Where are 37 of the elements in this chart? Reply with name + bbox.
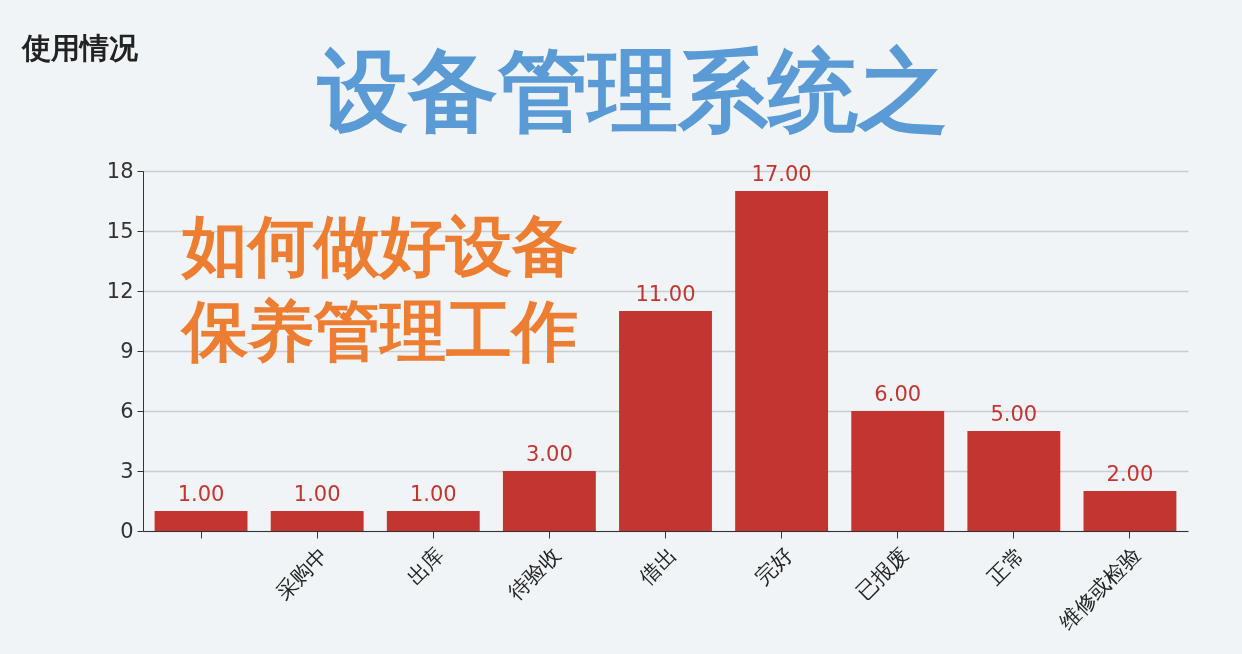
data-label: 17.00 <box>751 162 812 186</box>
bar <box>735 191 829 531</box>
x-tick-label: 采购中 <box>271 543 333 605</box>
y-tick-label: 18 <box>106 158 134 183</box>
data-label: 3.00 <box>526 442 573 466</box>
data-label: 1.00 <box>177 482 225 506</box>
data-label: 5.00 <box>990 402 1038 426</box>
data-label: 1.00 <box>293 482 341 506</box>
y-tick-label: 15 <box>106 218 134 243</box>
chart-title: 使用情况 <box>21 31 139 65</box>
bar <box>619 311 712 531</box>
x-tick-label: 完好 <box>750 543 798 590</box>
bar <box>270 511 364 531</box>
data-label: 6.00 <box>874 382 922 406</box>
x-tick-label: 出库 <box>402 543 449 590</box>
annotation: 保养管理工作 <box>180 293 578 370</box>
data-label: 1.00 <box>409 482 457 506</box>
x-tick-label: 已报废 <box>851 543 914 605</box>
bar <box>502 471 596 531</box>
x-tick-label: 待验收 <box>503 543 565 605</box>
data-label: 11.00 <box>635 282 696 306</box>
y-tick-label: 3 <box>120 458 134 483</box>
y-tick-label: 6 <box>120 398 134 423</box>
x-tick-label: 维修或检验 <box>1054 543 1146 635</box>
x-tick-label: 正常 <box>982 543 1030 590</box>
y-tick-label: 12 <box>106 278 134 303</box>
text: 设备管理系统之 <box>316 38 948 143</box>
bar <box>386 511 480 531</box>
y-tick-label: 0 <box>120 518 134 543</box>
bar <box>154 511 248 531</box>
annotation: 如何做好设备 <box>180 208 578 285</box>
y-tick-label: 9 <box>120 338 134 363</box>
bar <box>851 411 945 531</box>
data-label: 2.00 <box>1106 462 1154 486</box>
bar <box>1083 491 1177 531</box>
bar <box>967 431 1061 531</box>
x-tick-label: 借出 <box>634 543 682 590</box>
